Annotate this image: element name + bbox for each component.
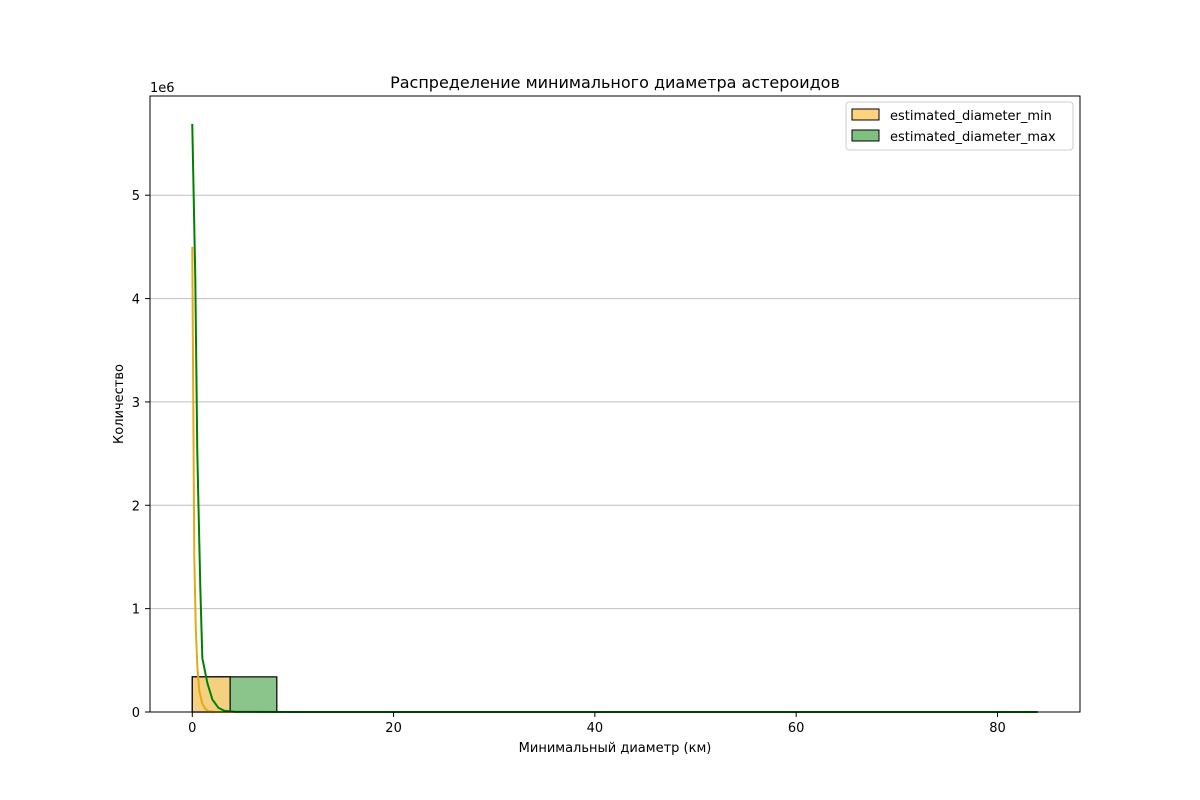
legend-label: estimated_diameter_min bbox=[890, 109, 1052, 124]
legend-swatch bbox=[851, 129, 880, 142]
legend-label: estimated_diameter_max bbox=[890, 130, 1056, 145]
x-tick-label: 40 bbox=[587, 721, 604, 736]
x-axis-label: Минимальный диаметр (км) bbox=[519, 741, 712, 756]
y-tick-label: 2 bbox=[132, 499, 140, 514]
y-axis-label: Количество bbox=[112, 364, 127, 444]
y-tick-label: 5 bbox=[132, 189, 140, 204]
y-tick-label: 1 bbox=[132, 603, 140, 618]
y-axis-ticks: 0 1 2 3 4 5 bbox=[132, 189, 150, 721]
x-tick-label: 20 bbox=[385, 721, 402, 736]
x-axis-ticks: 0 20 40 60 80 bbox=[188, 712, 1006, 736]
x-tick-label: 80 bbox=[989, 721, 1006, 736]
y-axis-offset-text: 1e6 bbox=[150, 81, 175, 96]
x-tick-label: 0 bbox=[188, 721, 196, 736]
y-tick-label: 4 bbox=[132, 293, 140, 308]
x-tick-label: 60 bbox=[788, 721, 805, 736]
legend: estimated_diameter_min estimated_diameter… bbox=[845, 101, 1074, 151]
plot-frame bbox=[149, 95, 1081, 713]
chart-title: Распределение минимального диаметра асте… bbox=[390, 73, 840, 92]
y-tick-label: 3 bbox=[132, 396, 140, 411]
legend-box bbox=[845, 101, 1074, 151]
legend-swatch bbox=[851, 108, 880, 121]
y-tick-label: 0 bbox=[132, 706, 140, 721]
